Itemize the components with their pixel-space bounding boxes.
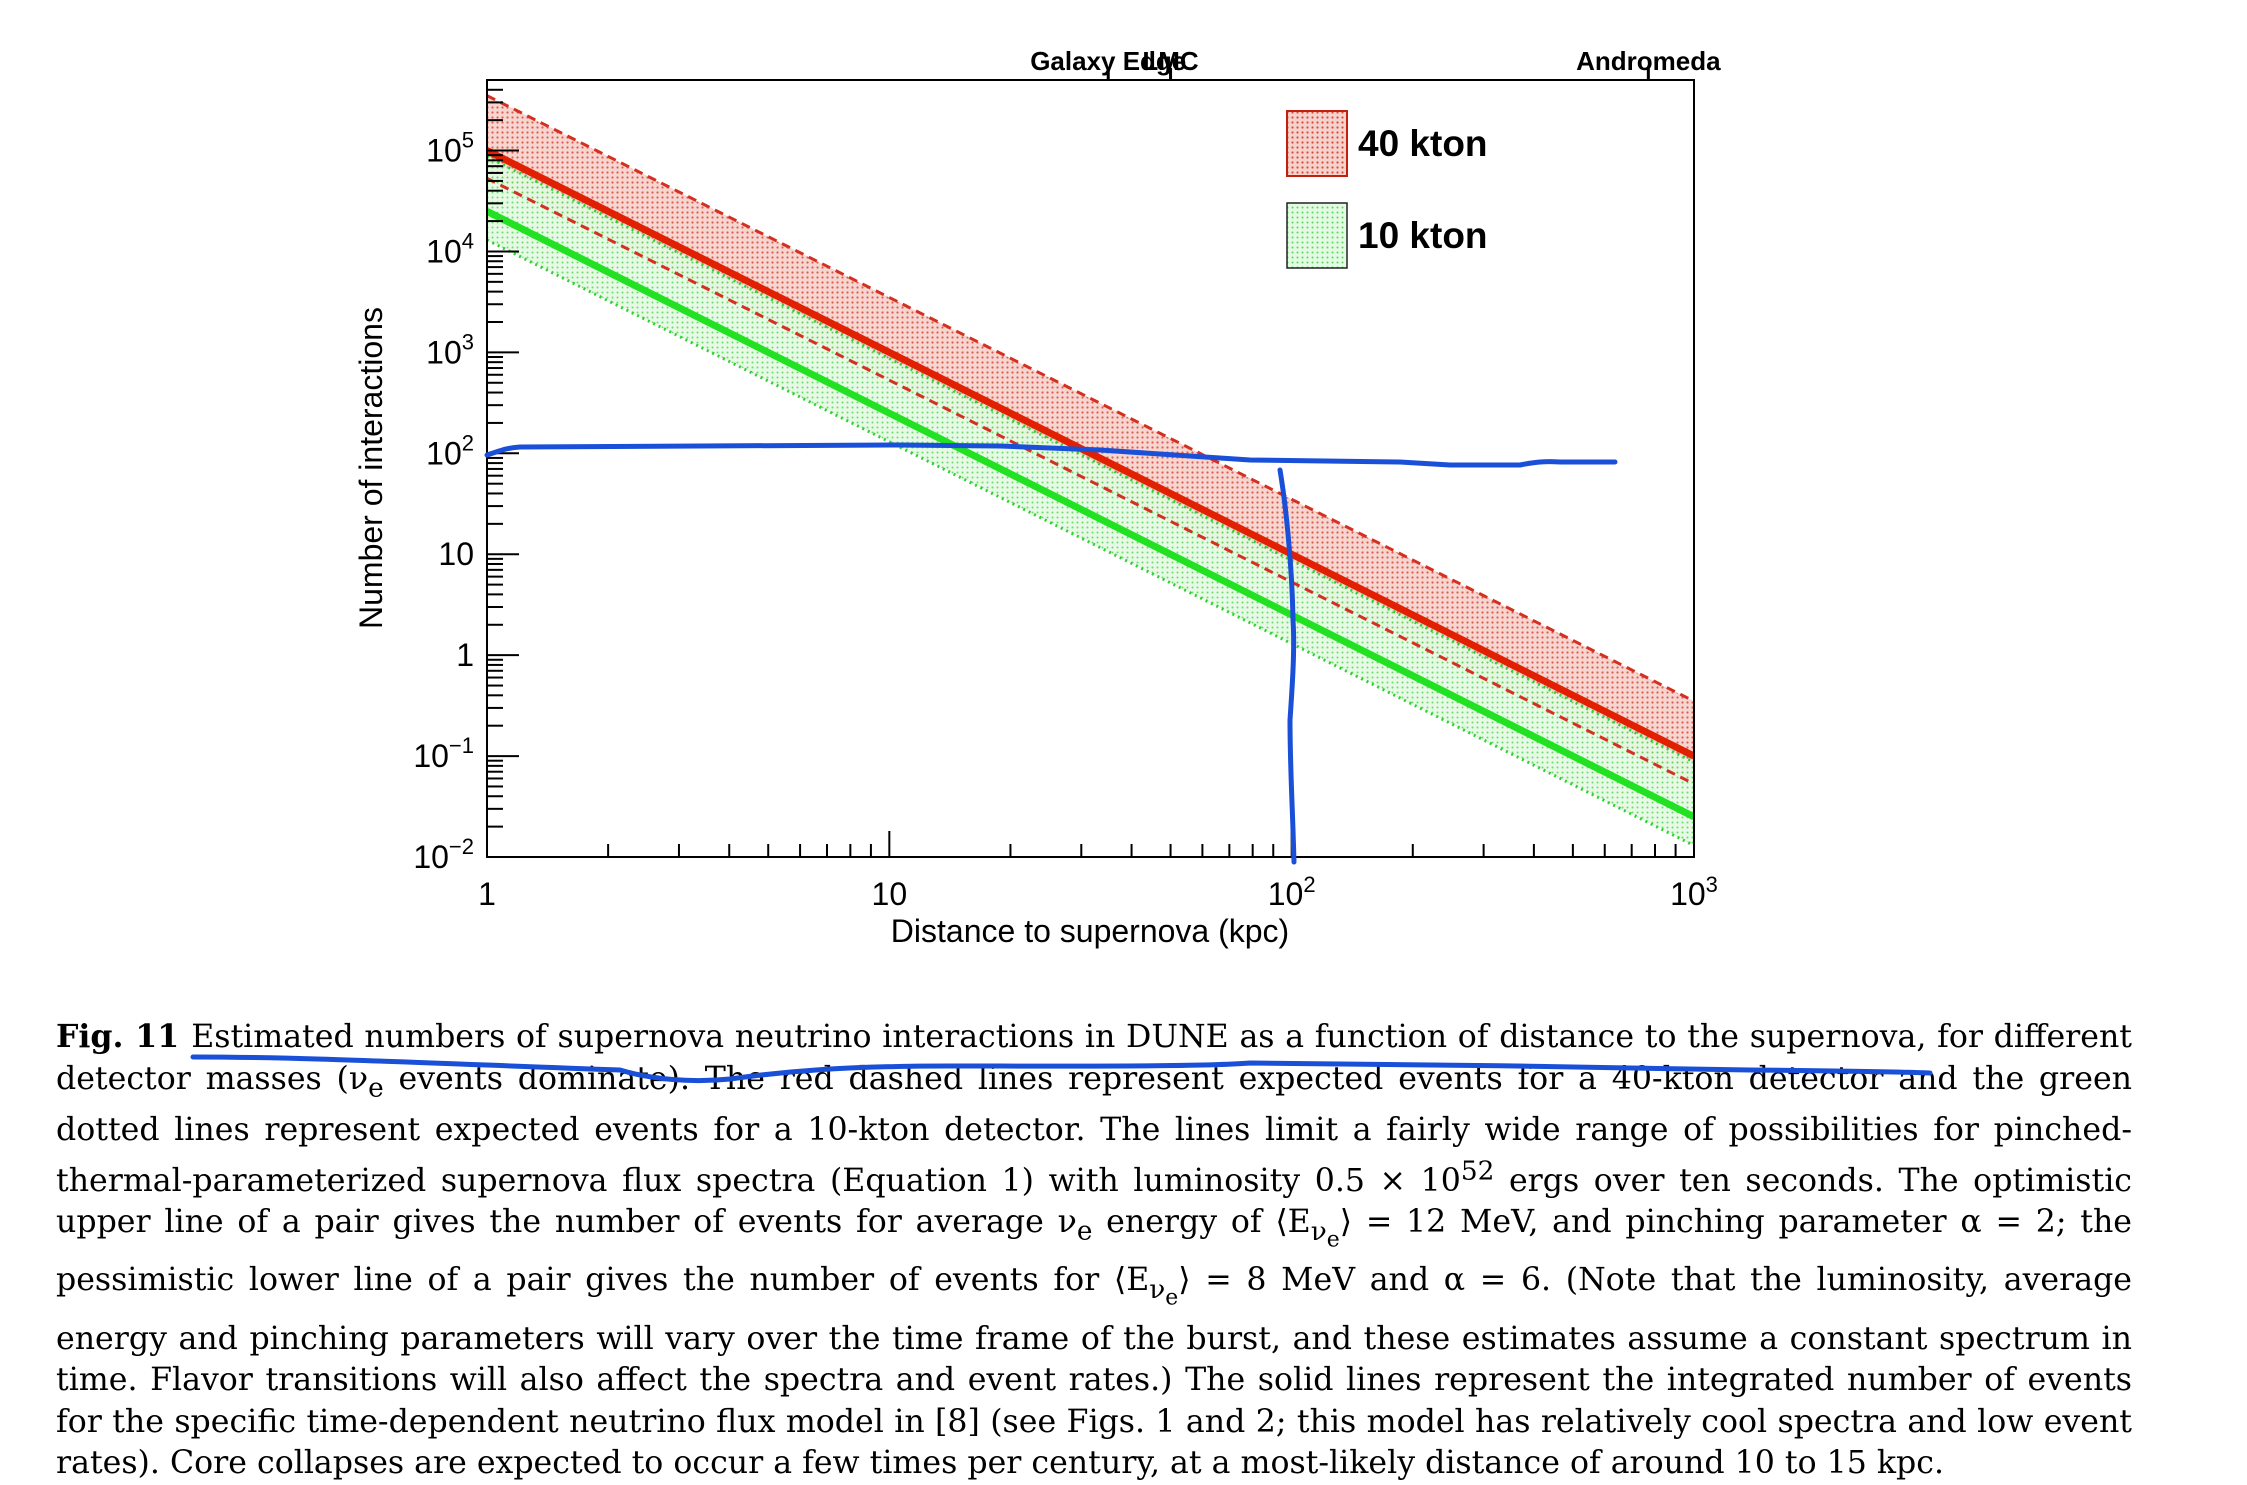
solid-line-10-kton (487, 208, 1694, 820)
y-tick-label: 102 (426, 430, 474, 471)
band-lower-edge-10-kton (487, 238, 1694, 847)
legend-swatch-40kton (1286, 110, 1348, 177)
x-tick-label: 1 (478, 876, 496, 912)
y-axis-title: Number of interactions (353, 307, 389, 629)
y-tick-label: 10−1 (413, 733, 474, 774)
x-tick-label: 10 (872, 876, 908, 912)
x-tick-label: 103 (1670, 872, 1718, 912)
band-lower-edge-40-kton (487, 177, 1694, 786)
x-axis-title: Distance to supernova (kpc) (891, 913, 1289, 949)
band-upper-edge-40-kton (487, 94, 1694, 703)
legend: 40 kton 10 kton (1286, 110, 1488, 269)
solid-line-40-kton (487, 147, 1694, 760)
legend-swatch-10kton (1286, 202, 1348, 269)
top-marker-label: LMC (1142, 46, 1199, 76)
y-tick-label: 105 (426, 128, 474, 169)
x-ticks: 1 10 102 103 (478, 831, 1718, 912)
figure-caption: Fig. 11 Estimated numbers of supernova ne… (56, 1016, 2132, 1485)
y-tick-label: 104 (426, 228, 474, 269)
caption-text: Estimated numbers of supernova neutrino … (56, 1019, 2133, 1482)
top-marker-label: Andromeda (1576, 46, 1721, 76)
y-tick-label: 10−2 (413, 834, 474, 875)
x-tick-label: 102 (1268, 872, 1316, 912)
legend-label-40kton: 40 kton (1358, 123, 1488, 164)
y-tick-label: 10 (438, 536, 474, 572)
band-10-kton (487, 156, 1694, 846)
top-marker-label: Galaxy Edge (1030, 46, 1186, 76)
y-tick-label: 103 (426, 329, 474, 370)
caption-label: Fig. 11 (56, 1018, 180, 1055)
y-tick-label: 1 (456, 637, 474, 673)
bands-layer (487, 95, 1694, 846)
legend-label-10kton: 10 kton (1358, 215, 1488, 256)
